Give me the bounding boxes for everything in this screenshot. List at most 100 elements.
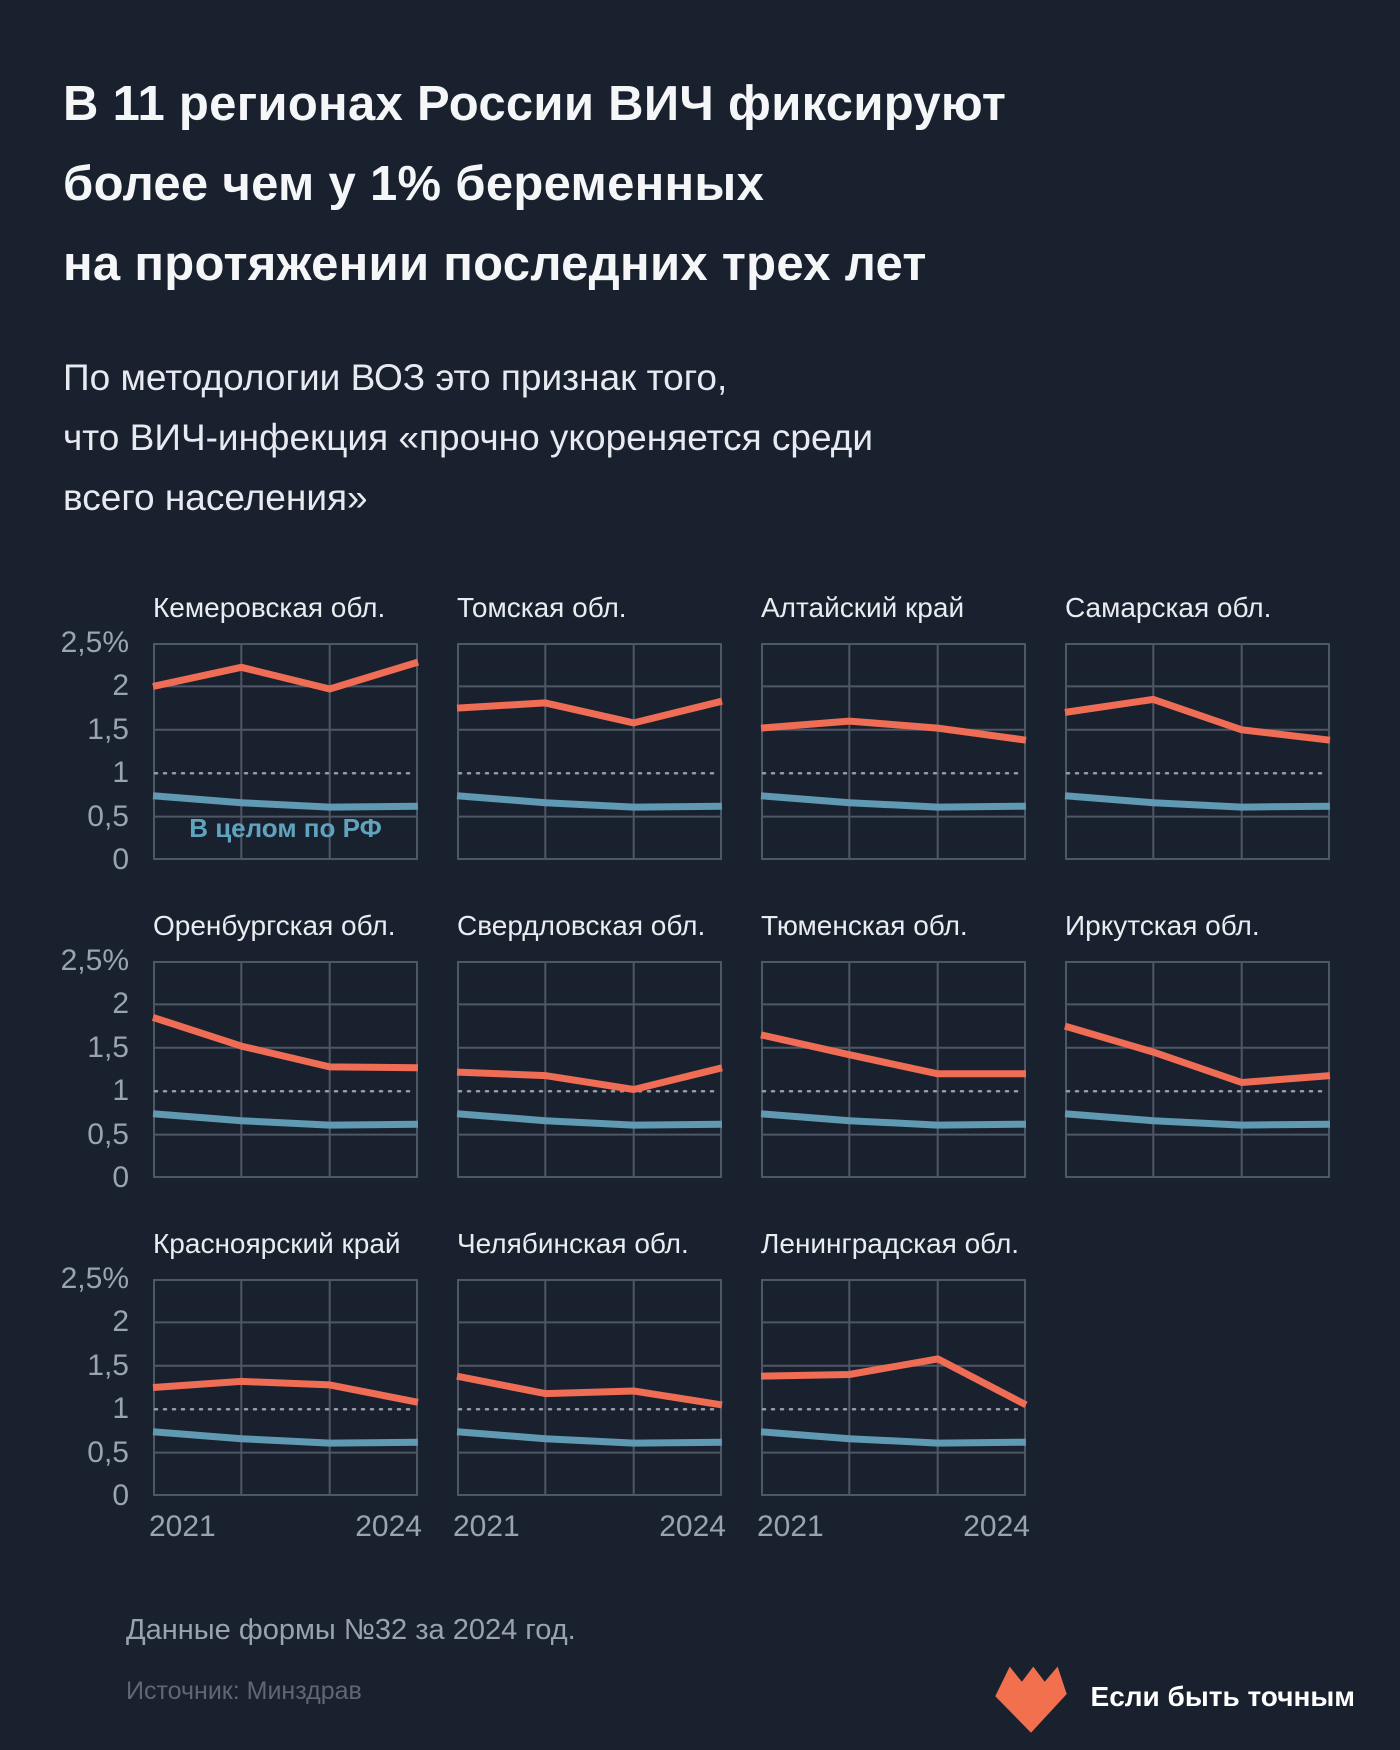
chart-plot (456, 961, 723, 1178)
page-title: В 11 регионах России ВИЧ фиксируют более… (63, 77, 1007, 291)
region-chart-cell: Оренбургская обл. 2,5% 2 1,5 1 0,5 0 (61, 910, 419, 1194)
x-axis-label-end: 2024 (355, 1510, 422, 1543)
y-axis-tick: 0,5 (87, 799, 129, 833)
rf-line (760, 1428, 1027, 1447)
chart-border (457, 961, 722, 1178)
chart-title: Самарская обл. (1065, 592, 1272, 623)
chart-plot: 2,5% 2 1,5 1 0,5 0 2021 2024 (61, 1262, 422, 1543)
chart-title: Ленинградская обл. (761, 1228, 1020, 1259)
chart-plot (1064, 643, 1331, 860)
chart-border (1065, 961, 1330, 1178)
charts-grid: Кемеровская обл. 2,5% 2 1,5 1 0,5 0 В целом по… (61, 592, 1360, 1543)
chart-svg (760, 643, 1027, 860)
region-chart-cell: Свердловская обл. (456, 910, 723, 1178)
chart-plot (1064, 961, 1331, 1178)
rf-line (760, 1110, 1027, 1129)
y-axis-tick: 1 (112, 1392, 129, 1426)
chart-title: Свердловская обл. (457, 910, 706, 941)
brand-logo: Если быть точным (993, 1656, 1355, 1738)
x-axis-label-end: 2024 (659, 1510, 726, 1543)
region-line (456, 1064, 723, 1093)
y-axis-tick: 2 (112, 987, 129, 1021)
footer-note: Данные формы №32 за 2024 год. (126, 1614, 576, 1646)
chart-svg (760, 961, 1027, 1178)
region-line (456, 697, 723, 727)
rf-line (456, 792, 723, 811)
y-axis-tick: 0,5 (87, 1435, 129, 1469)
chart-svg (760, 1279, 1028, 1496)
y-axis-tick: 2 (112, 1305, 129, 1339)
rf-line (152, 792, 419, 811)
rf-line (152, 1428, 419, 1447)
rf-line (1064, 792, 1331, 811)
chart-svg (1064, 643, 1331, 860)
chart-title: Красноярский край (153, 1228, 401, 1259)
chart-svg (152, 643, 420, 860)
region-line (152, 1377, 419, 1406)
region-chart-cell: Тюменская обл. (760, 910, 1027, 1178)
region-chart-cell: Ленинградская обл. 2021 2024 (757, 1228, 1030, 1543)
chart-svg (1064, 961, 1331, 1178)
chart-title: Кемеровская обл. (153, 592, 386, 623)
chart-plot: 2021 2024 (757, 1279, 1030, 1543)
chart-plot: 2021 2024 (453, 1279, 726, 1543)
y-axis-tick: 1 (112, 756, 129, 790)
chart-border (761, 643, 1026, 860)
y-axis-tick: 2,5% (60, 1262, 129, 1295)
region-chart-cell: Челябинская обл. 2021 2024 (453, 1228, 726, 1543)
chart-title: Тюменская обл. (761, 910, 968, 941)
region-line (1064, 1022, 1331, 1086)
chart-title: Оренбургская обл. (153, 910, 396, 941)
chart-title: Челябинская обл. (457, 1228, 689, 1259)
y-axis-tick: 1,5 (87, 712, 129, 746)
x-axis-label-start: 2021 (453, 1510, 520, 1543)
chart-border (457, 1279, 722, 1496)
region-chart-cell: Самарская обл. (1064, 592, 1331, 860)
footer-source: Источник: Минздрав (126, 1677, 362, 1705)
region-line (456, 1372, 723, 1409)
chart-border (457, 643, 722, 860)
rf-line (760, 792, 1027, 811)
chart-svg (151, 961, 419, 1178)
chart-border (1065, 643, 1330, 860)
chart-title: Томская обл. (457, 592, 627, 623)
chart-title: Алтайский край (761, 592, 965, 623)
page-subtitle: По методологии ВОЗ это признак того, что… (63, 357, 874, 518)
chart-svg (456, 961, 723, 1178)
chart-plot (456, 643, 723, 860)
y-axis-tick: 0 (112, 843, 129, 876)
y-axis-tick: 1,5 (87, 1348, 129, 1382)
chart-title: Иркутская обл. (1065, 910, 1260, 941)
chart-border (153, 643, 418, 860)
chart-plot: 2,5% 2 1,5 1 0,5 0 (61, 944, 419, 1194)
region-chart-cell: Красноярский край 2,5% 2 1,5 1 0,5 0 2021 2024 (61, 1228, 422, 1543)
y-axis-tick: 2,5% (60, 626, 129, 659)
region-chart-cell: Алтайский край (760, 592, 1027, 860)
region-chart-cell: Кемеровская обл. 2,5% 2 1,5 1 0,5 0 В целом по… (61, 592, 420, 876)
brand-logo-text: Если быть точным (1090, 1681, 1355, 1712)
region-line (1064, 695, 1331, 744)
chart-border (761, 961, 1026, 1178)
chart-border (761, 1279, 1026, 1496)
region-chart-cell: Томская обл. (456, 592, 723, 860)
y-axis-tick: 0 (112, 1479, 129, 1512)
y-axis-tick: 2,5% (60, 944, 129, 977)
heart-logo-icon (994, 1666, 1067, 1733)
chart-svg (152, 1279, 419, 1496)
x-axis-label-end: 2024 (963, 1510, 1030, 1543)
chart-plot (760, 643, 1027, 860)
page-footer: Данные формы №32 за 2024 год. Источник: … (126, 1614, 1360, 1744)
x-axis-label-start: 2021 (757, 1510, 824, 1543)
chart-plot (760, 961, 1027, 1178)
rf-line (456, 1110, 723, 1129)
rf-series-label: В целом по РФ (189, 813, 382, 843)
region-line (760, 1031, 1026, 1078)
y-axis-tick: 1,5 (87, 1030, 129, 1064)
rf-line (152, 1110, 419, 1129)
y-axis-tick: 2 (112, 669, 129, 703)
region-line (151, 1014, 419, 1072)
region-line (152, 658, 420, 693)
y-axis-tick: 0,5 (87, 1117, 129, 1151)
chart-svg (456, 643, 723, 860)
